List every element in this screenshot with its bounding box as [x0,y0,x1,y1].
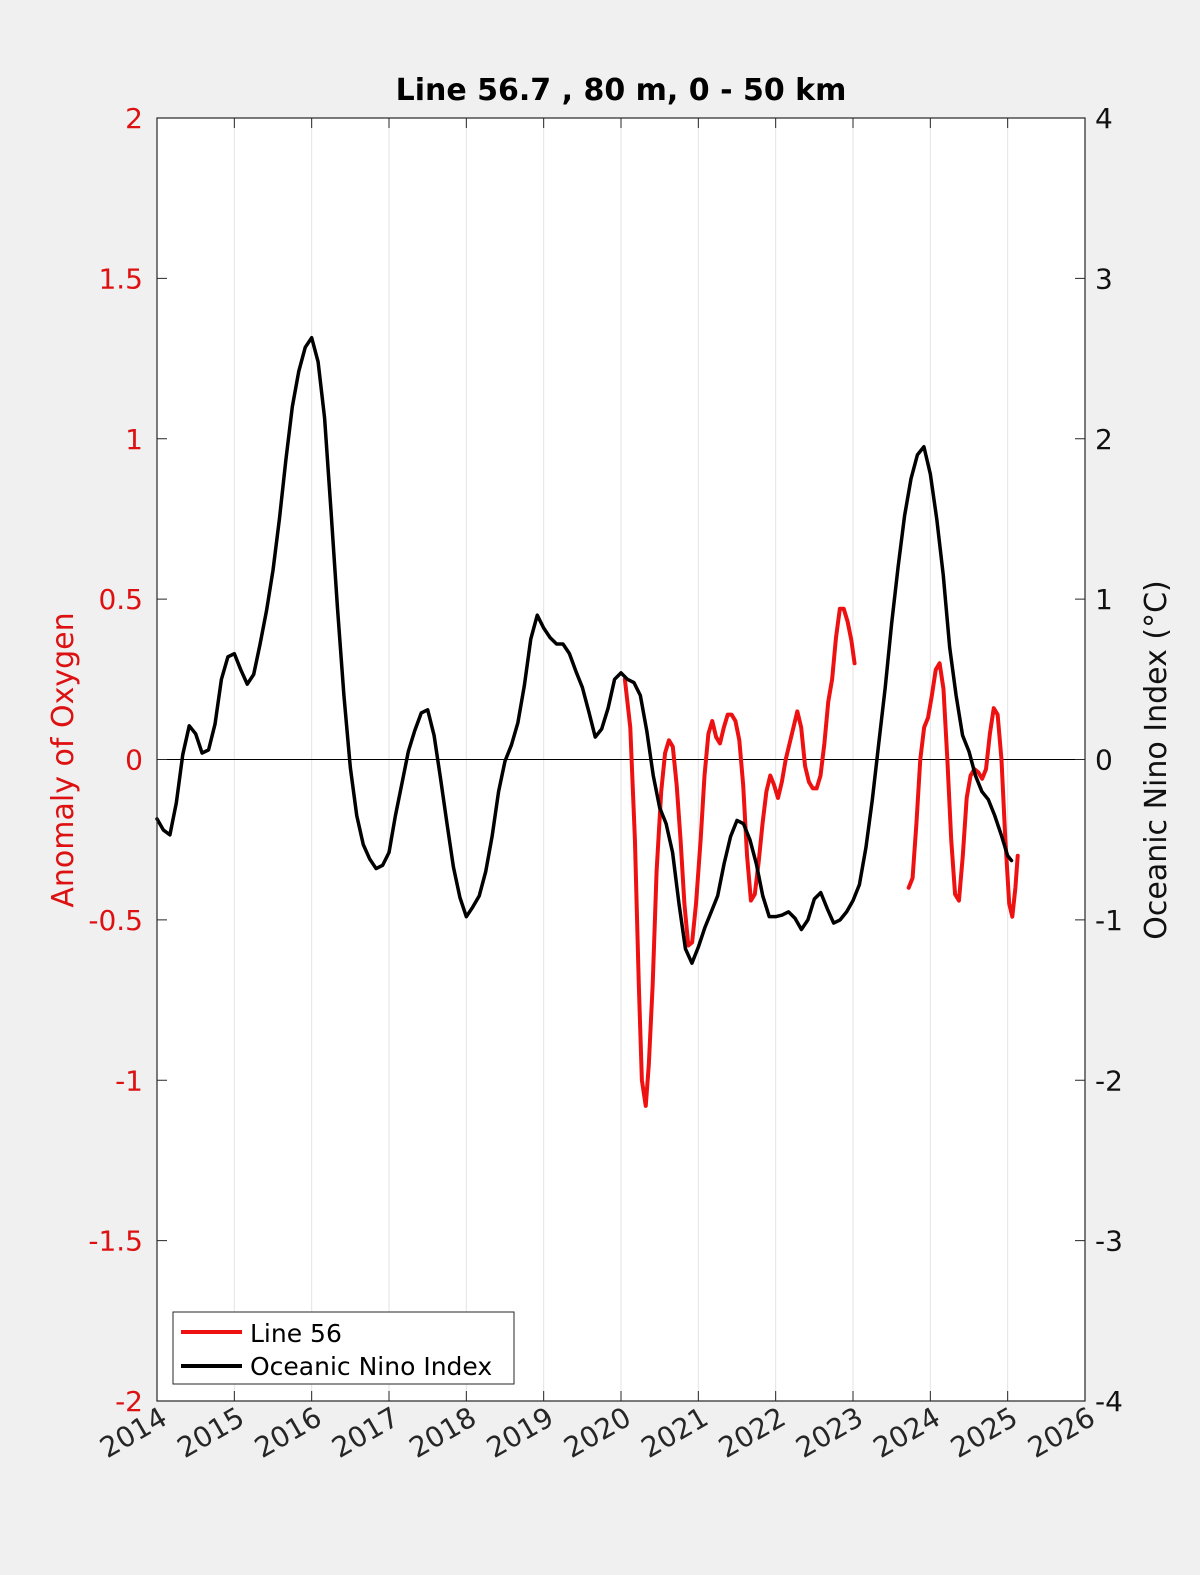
y-right-tick-label: -1 [1095,904,1123,937]
y-left-tick-label: 1.5 [98,262,143,295]
y-right-tick-label: 0 [1095,744,1113,777]
series-line56-segment-0 [622,606,857,1108]
y-left-tick-label: -2 [115,1385,143,1418]
legend: Line 56 Oceanic Nino Index [172,1311,515,1385]
legend-label-oni: Oceanic Nino Index [250,1352,492,1381]
series-oceanic-nino-index [155,335,1014,965]
y-axis-left: -2 -1.5 -1 -0.5 0 0.5 1 1.5 2 [88,102,167,1418]
y-right-tick-label: 1 [1095,583,1113,616]
y-left-tick-label: -0.5 [88,904,143,937]
y-left-tick-label: 2 [125,102,143,135]
y-right-tick-label: -3 [1095,1225,1123,1258]
y-right-tick-label: -4 [1095,1385,1123,1418]
y-axis-right-label: Oceanic Nino Index (°C) [1139,580,1174,940]
y-right-tick-label: 3 [1095,262,1113,295]
series-layer [155,335,1020,1108]
y-left-tick-label: -1 [115,1064,143,1097]
y-right-tick-label: 2 [1095,423,1113,456]
y-left-tick-label: 0 [125,744,143,777]
y-right-tick-label: -2 [1095,1064,1123,1097]
y-left-tick-label: 1 [125,423,143,456]
y-left-tick-label: -1.5 [88,1225,143,1258]
legend-label-line56: Line 56 [250,1319,342,1348]
y-left-tick-label: 0.5 [98,583,143,616]
y-axis-right: -4 -3 -2 -1 0 1 2 3 4 [1075,102,1123,1418]
legend-box [172,1311,515,1385]
y-axis-left-label: Anomaly of Oxygen [46,612,81,907]
y-right-tick-label: 4 [1095,102,1113,135]
chart-title: Line 56.7 , 80 m, 0 - 50 km [396,73,847,108]
series-line56-segment-1 [906,661,1020,919]
